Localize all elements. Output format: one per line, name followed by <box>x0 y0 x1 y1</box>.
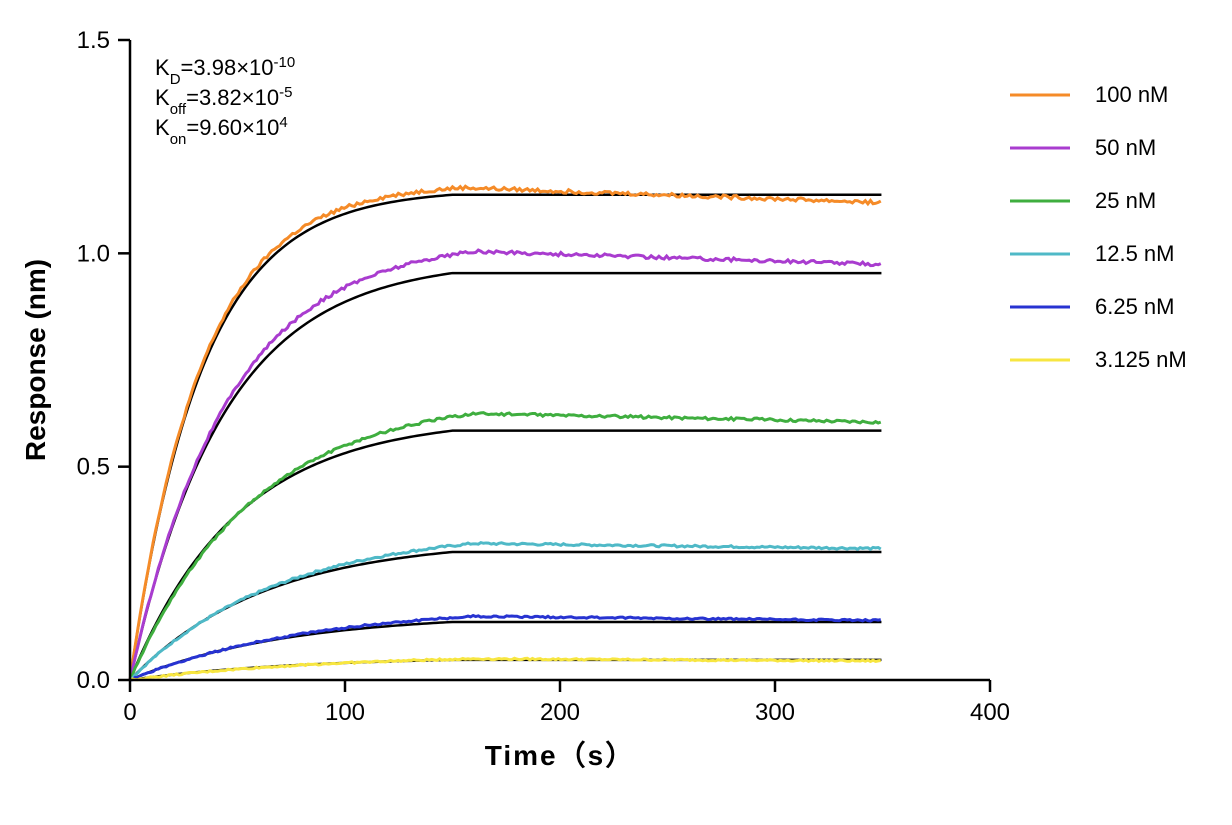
x-tick-label: 100 <box>325 699 365 726</box>
x-tick-label: 200 <box>540 699 580 726</box>
legend-label: 6.25 nM <box>1095 294 1175 319</box>
fit-curve-4 <box>130 622 881 680</box>
kinetics-annotation: Koff=3.82×10-5 <box>155 84 292 118</box>
legend-label: 25 nM <box>1095 188 1156 213</box>
kinetics-annotation: KD=3.98×10-10 <box>155 54 295 88</box>
x-axis-title: Time（s） <box>485 739 635 771</box>
data-curve-4 <box>130 615 881 680</box>
x-tick-label: 400 <box>970 699 1010 726</box>
y-tick-label: 0.5 <box>77 454 110 481</box>
binding-kinetics-chart: 0 100 200 300 400 0.0 0.5 1.0 1.5 Time（s） Response… <box>0 0 1232 825</box>
legend-label: 12.5 nM <box>1095 241 1175 266</box>
kinetics-annotation: Kon=9.60×104 <box>155 114 288 148</box>
data-curve-5 <box>130 658 881 680</box>
y-tick-label: 1.5 <box>77 27 110 54</box>
y-axis-title: Response (nm) <box>20 259 51 461</box>
legend-label: 3.125 nM <box>1095 347 1187 372</box>
fit-curve-0 <box>130 195 881 680</box>
legend-label: 50 nM <box>1095 135 1156 160</box>
y-tick-label: 0.0 <box>77 667 110 694</box>
chart-svg: 0 100 200 300 400 0.0 0.5 1.0 1.5 Time（s） Response… <box>0 0 1232 825</box>
y-tick-label: 1.0 <box>77 240 110 267</box>
fit-curve-5 <box>130 660 881 680</box>
fit-curve-2 <box>130 431 881 680</box>
legend-label: 100 nM <box>1095 82 1168 107</box>
x-tick-label: 300 <box>755 699 795 726</box>
x-tick-label: 0 <box>123 699 136 726</box>
